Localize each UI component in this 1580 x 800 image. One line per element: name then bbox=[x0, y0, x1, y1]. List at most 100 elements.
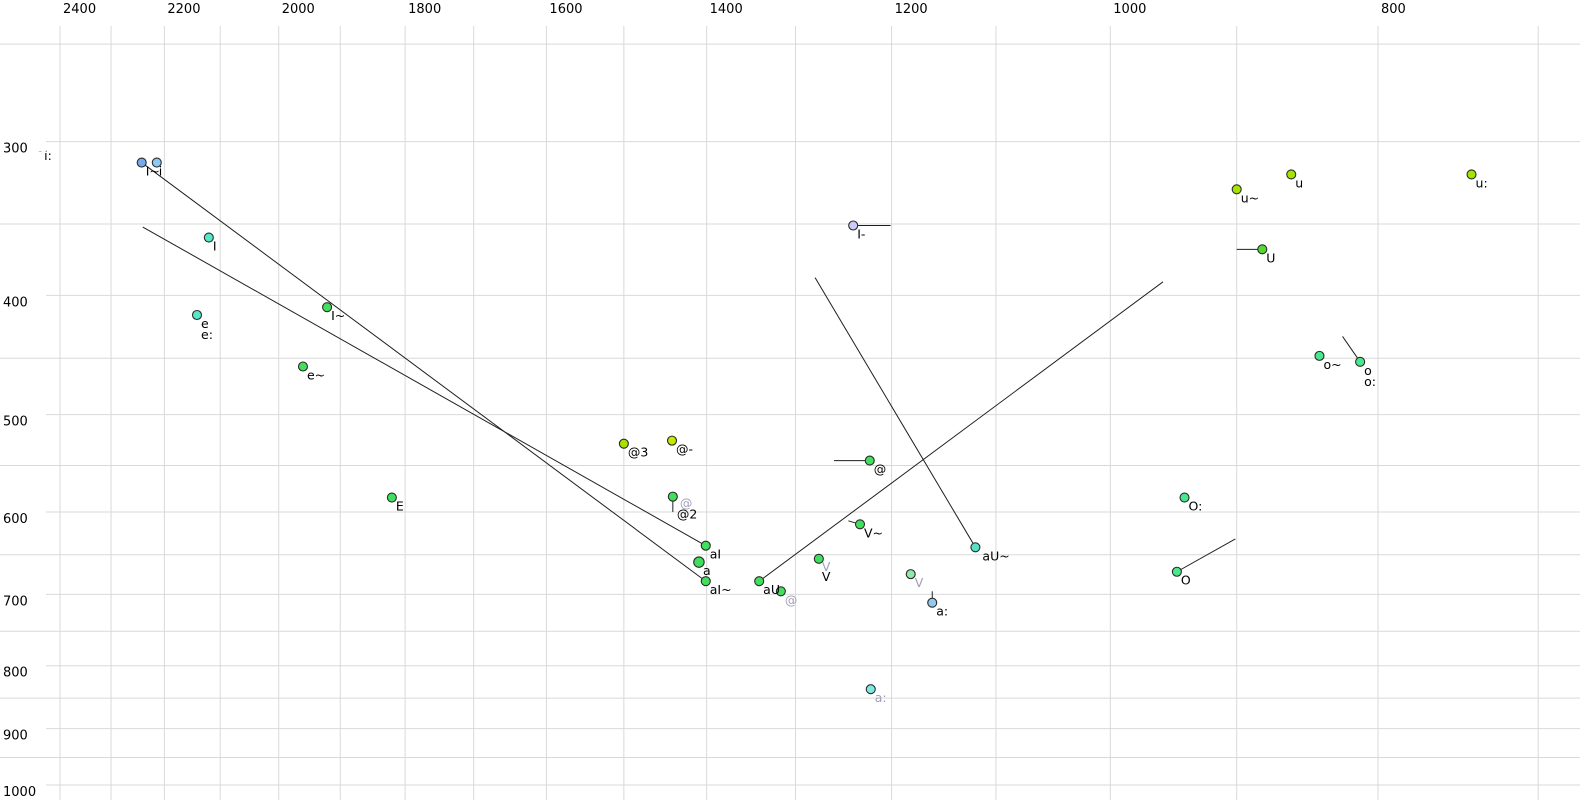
vowel-point-e[interactable] bbox=[191, 309, 203, 321]
vowel-point-@3[interactable] bbox=[618, 438, 629, 449]
vowel-label-V: V bbox=[915, 575, 924, 590]
vowel-label-a:: a: bbox=[936, 604, 948, 619]
y-tick-mask bbox=[0, 588, 46, 605]
vowel-label-u~: u~ bbox=[1241, 190, 1259, 205]
vowel-label-u: u bbox=[1295, 175, 1303, 190]
vowel-label-aU: aU bbox=[763, 582, 780, 597]
trajectory-lines bbox=[141, 162, 1361, 603]
vowel-label-aU~: aU~ bbox=[982, 548, 1009, 563]
y-tick-mask bbox=[0, 408, 46, 425]
vowel-point-aU~[interactable] bbox=[970, 542, 981, 553]
y-tick-mask bbox=[0, 659, 46, 676]
trajectory-line-7 bbox=[1176, 538, 1236, 573]
vowel-label-o:: o: bbox=[1364, 374, 1376, 389]
x-tick-1800: 1800 bbox=[408, 2, 441, 17]
vowel-label-V: V bbox=[822, 559, 831, 574]
vowel-label-a:: a: bbox=[875, 690, 887, 705]
y-tick-1000: 1000 bbox=[3, 785, 36, 800]
y-axis-tick-labels: 300 400 500 600 700 800 900 1000 bbox=[0, 135, 46, 800]
vowel-label-o: o bbox=[1364, 363, 1372, 378]
vowel-label-@2: @2 bbox=[677, 507, 697, 522]
vowel-label-I-: I- bbox=[857, 226, 865, 241]
vowel-point-U[interactable] bbox=[1257, 244, 1268, 255]
vowel-point-a:[interactable] bbox=[865, 684, 876, 695]
vowel-point-@[interactable] bbox=[864, 455, 875, 466]
vowel-label-a: a bbox=[703, 563, 711, 578]
vowel-point-u[interactable] bbox=[1286, 169, 1297, 180]
trajectory-line-8 bbox=[1342, 336, 1361, 363]
trajectory-line-2 bbox=[814, 277, 976, 548]
vowel-point-@-[interactable] bbox=[666, 435, 678, 446]
x-tick-1400: 1400 bbox=[710, 2, 743, 17]
vowel-point-O:[interactable] bbox=[1179, 492, 1190, 503]
x-tick-2200: 2200 bbox=[167, 2, 200, 17]
vowel-point-o[interactable] bbox=[1355, 356, 1366, 367]
vowel-point-I~[interactable] bbox=[322, 302, 333, 313]
vowel-label-e:: e: bbox=[201, 327, 213, 342]
y-tick-mask bbox=[0, 289, 46, 306]
x-tick-1000: 1000 bbox=[1113, 2, 1146, 17]
x-tick-2000: 2000 bbox=[282, 2, 315, 17]
vowel-point-@[interactable] bbox=[667, 491, 678, 502]
vowel-point-E[interactable] bbox=[386, 492, 397, 503]
vowel-label-V~: V~ bbox=[864, 525, 883, 540]
vowel-label-i: i bbox=[159, 164, 162, 179]
vowel-label-U: U bbox=[1266, 250, 1275, 265]
x-tick-1200: 1200 bbox=[895, 2, 928, 17]
vowel-point-V[interactable] bbox=[905, 569, 916, 580]
vowel-label-e: e bbox=[201, 316, 209, 331]
vowel-label-O: O bbox=[1181, 573, 1191, 588]
x-tick-1600: 1600 bbox=[549, 2, 582, 17]
vowel-point-aI~[interactable] bbox=[700, 576, 711, 587]
vowel-point-o~[interactable] bbox=[1314, 350, 1325, 361]
y-tick-500: 500 bbox=[3, 415, 28, 430]
vowel-point-u~[interactable] bbox=[1231, 184, 1242, 195]
vowel-point-i[interactable] bbox=[151, 157, 162, 168]
y-tick-mask bbox=[0, 135, 46, 152]
vowel-label-aI: aI bbox=[710, 547, 721, 562]
vowel-label-O:: O: bbox=[1189, 499, 1203, 514]
vowel-label-i:: i: bbox=[44, 148, 52, 163]
y-tick-700: 700 bbox=[3, 594, 28, 609]
vowel-label-I~: I~ bbox=[146, 164, 160, 179]
vowel-label-@-: @- bbox=[676, 442, 693, 457]
vowel-label-I~: I~ bbox=[331, 308, 345, 323]
data-points bbox=[35, 141, 1477, 695]
vowel-point-e~[interactable] bbox=[297, 361, 309, 372]
vowel-point-@[interactable] bbox=[775, 586, 786, 597]
vowel-label-@: @ bbox=[680, 496, 693, 511]
trajectory-line-0 bbox=[141, 162, 707, 582]
x-tick-2400: 2400 bbox=[63, 2, 96, 17]
vowel-point-I-[interactable] bbox=[848, 220, 859, 231]
gridlines bbox=[0, 26, 1580, 800]
vowel-label-@: @ bbox=[785, 592, 798, 607]
vowel-point-O[interactable] bbox=[1171, 566, 1182, 577]
vowel-point-a[interactable] bbox=[693, 556, 705, 568]
vowel-point-I~[interactable] bbox=[136, 157, 147, 168]
vowel-point-aI[interactable] bbox=[700, 540, 711, 551]
y-tick-600: 600 bbox=[3, 512, 28, 527]
vowel-label-e~: e~ bbox=[307, 368, 325, 383]
x-axis-tick-labels: 2400 2200 2000 1800 1600 1400 1200 1000 800 bbox=[63, 2, 1406, 17]
vowel-point-aU[interactable] bbox=[754, 576, 765, 587]
vowel-point-V~[interactable] bbox=[854, 519, 866, 530]
y-tick-mask bbox=[0, 505, 46, 522]
y-tick-mask bbox=[0, 778, 46, 795]
x-tick-800: 800 bbox=[1381, 2, 1406, 17]
vowel-label-E: E bbox=[396, 499, 404, 514]
vowel-label-@3: @3 bbox=[628, 445, 648, 460]
vowel-point-u:[interactable] bbox=[1466, 169, 1477, 180]
vowel-label-aI~: aI~ bbox=[710, 582, 732, 597]
trajectory-line-1 bbox=[142, 226, 707, 547]
vowel-label-I: I bbox=[213, 239, 217, 254]
vowel-point-V[interactable] bbox=[813, 553, 824, 564]
vowel-label-o~: o~ bbox=[1323, 357, 1341, 372]
vowel-label-u:: u: bbox=[1476, 175, 1488, 190]
vowel-label-V: V bbox=[822, 569, 831, 584]
vowel-point-a:[interactable] bbox=[927, 597, 938, 608]
vowel-point-I[interactable] bbox=[203, 232, 214, 243]
vowel-label-@: @ bbox=[874, 462, 887, 477]
